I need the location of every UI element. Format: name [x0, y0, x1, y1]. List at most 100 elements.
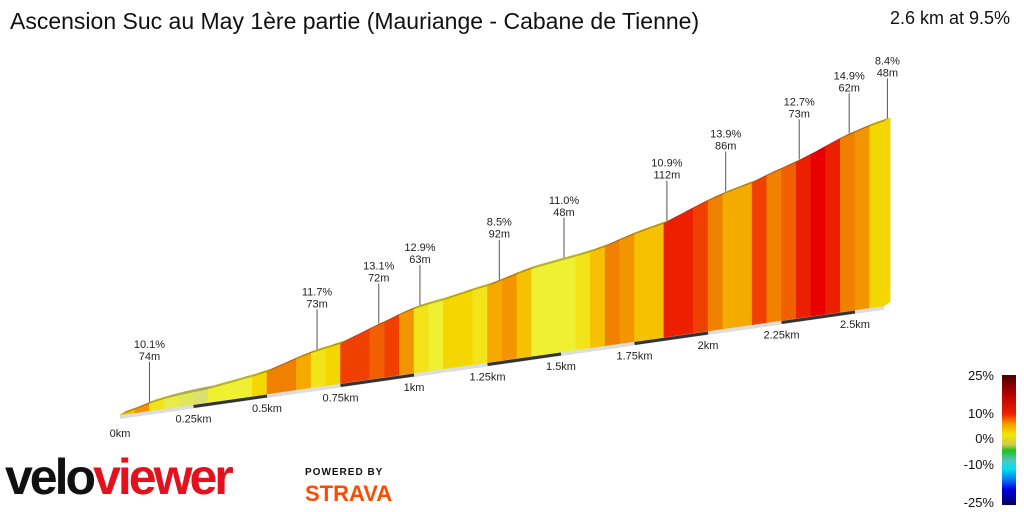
legend-label: -10% — [963, 457, 994, 472]
segment-top-edge — [737, 179, 759, 189]
segment-top-edge — [267, 361, 288, 372]
segment-top-edge — [222, 377, 244, 386]
legend-label: -25% — [963, 495, 994, 510]
annotation-grade: 12.9% — [404, 242, 435, 254]
gradient-segment — [707, 194, 723, 332]
x-tick-label: 0.75km — [322, 393, 358, 405]
gradient-segment — [590, 246, 606, 349]
gradient-segment — [678, 207, 694, 336]
segment-top-edge — [340, 332, 362, 344]
segment-top-edge — [325, 339, 347, 349]
segment-top-edge — [355, 325, 376, 337]
segment-top-edge — [311, 344, 332, 354]
segment-top-edge — [120, 405, 141, 415]
gradient-segment — [546, 260, 562, 355]
segment-top-edge — [193, 385, 215, 393]
segment-top-edge — [369, 318, 391, 330]
gradient-segment — [457, 290, 474, 367]
annotation-length: 74m — [139, 351, 160, 363]
annotation-length: 72m — [368, 273, 389, 285]
segment-top-edge — [590, 242, 612, 253]
segment-top-edge — [663, 212, 685, 224]
gradient-segment — [340, 336, 356, 384]
annotation-length: 63m — [409, 254, 430, 266]
gradient-segment — [384, 314, 400, 378]
segment-top-edge — [531, 260, 553, 269]
gradient-segment — [869, 121, 885, 309]
gradient-segment — [722, 188, 738, 330]
annotation-length: 92m — [489, 229, 510, 241]
gradient-segment — [693, 200, 709, 334]
annotation-length: 112m — [654, 170, 681, 182]
x-tick-label: 1.5km — [546, 361, 576, 373]
annotation-grade: 10.1% — [134, 339, 165, 351]
gradient-segment — [648, 223, 665, 340]
gradient-segment — [810, 146, 826, 317]
segment-top-edge — [237, 372, 259, 381]
segment-top-edge — [825, 134, 847, 147]
page-title: Ascension Suc au May 1ère partie (Mauria… — [10, 8, 700, 34]
segment-top-edge — [384, 311, 406, 323]
segment-top-edge — [840, 128, 861, 139]
segment-top-edge — [722, 184, 744, 195]
segment-top-edge — [546, 256, 567, 265]
gradient-segment — [472, 285, 488, 365]
gradient-segment — [575, 251, 591, 351]
x-tick-label: 1km — [404, 382, 425, 394]
gradient-segment — [840, 132, 856, 313]
segment-top-edge — [428, 296, 450, 305]
segment-top-edge — [149, 395, 171, 404]
gradient-segment — [531, 264, 547, 357]
segment-top-edge — [781, 158, 803, 170]
x-tick-label: 2km — [698, 340, 719, 352]
gradient-segment — [325, 343, 341, 386]
km-dash — [487, 352, 562, 366]
gradient-segment — [619, 233, 635, 344]
x-tick-label: 2.25km — [763, 330, 799, 342]
segment-top-edge — [399, 305, 420, 316]
profile-end-face — [884, 117, 891, 306]
segment-top-edge — [502, 270, 523, 281]
annotation-grade: 13.9% — [710, 129, 741, 141]
segment-top-edge — [458, 286, 479, 296]
segment-top-edge — [796, 150, 817, 163]
gradient-segment — [413, 304, 429, 374]
segment-top-edge — [708, 190, 729, 201]
annotation-grade: 14.9% — [834, 70, 865, 82]
x-tick-label: 0km — [110, 428, 131, 440]
segment-top-edge — [134, 399, 156, 410]
x-tick-label: 1.75km — [616, 351, 652, 363]
segment-top-edge — [649, 219, 670, 229]
gradient-segment — [795, 154, 812, 319]
segment-top-edge — [693, 197, 714, 209]
segment-top-edge — [575, 248, 597, 257]
gradient-segment — [781, 162, 797, 321]
veloviewer-logo: veloviewer — [5, 449, 234, 505]
km-dash — [781, 310, 856, 324]
gradient-legend-bar — [1002, 375, 1016, 505]
annotation-grade: 12.7% — [784, 96, 815, 108]
gradient-segment — [310, 348, 327, 388]
segment-top-edge — [296, 349, 318, 359]
segment-top-edge — [766, 165, 788, 176]
annotation-length: 62m — [838, 82, 859, 94]
km-dash — [340, 373, 415, 387]
gradient-segment — [560, 256, 576, 353]
strava-logo: STRAVA — [305, 481, 393, 506]
annotation-length: 48m — [553, 207, 574, 219]
annotation-grade: 8.5% — [487, 217, 512, 229]
segment-top-edge — [281, 355, 303, 366]
gradient-segment — [501, 273, 518, 361]
x-tick-label: 1.25km — [469, 372, 505, 384]
km-dash — [634, 331, 709, 345]
gradient-segment — [854, 125, 870, 311]
legend-label: 10% — [967, 406, 994, 421]
x-tick-label: 0.25km — [175, 414, 211, 426]
segment-top-edge — [561, 252, 582, 261]
km-dash — [193, 394, 268, 408]
segment-top-edge — [869, 117, 891, 127]
segment-top-edge — [487, 276, 509, 287]
segment-top-edge — [443, 291, 465, 301]
annotation-grade: 11.7% — [302, 286, 333, 298]
